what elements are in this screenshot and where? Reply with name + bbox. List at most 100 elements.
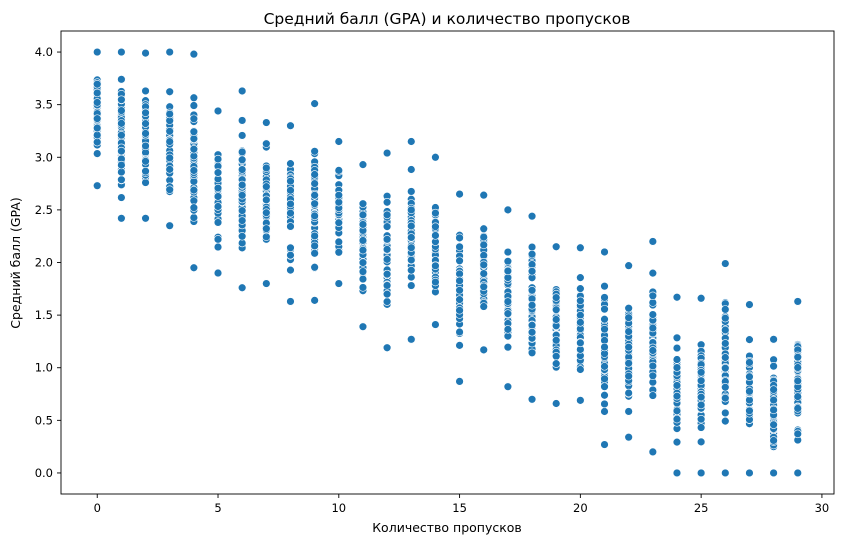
data-point bbox=[93, 149, 102, 158]
data-point bbox=[576, 338, 585, 348]
data-point bbox=[721, 339, 730, 348]
plot-frame bbox=[60, 30, 835, 495]
data-point bbox=[358, 160, 368, 169]
data-point bbox=[648, 291, 658, 300]
data-point bbox=[237, 116, 247, 125]
data-point bbox=[165, 109, 174, 119]
x-tick-label: 15 bbox=[452, 501, 467, 515]
data-point bbox=[527, 395, 537, 404]
y-tick-label: 0.0 bbox=[35, 466, 53, 480]
y-axis-label: Средний балл (GPA) bbox=[8, 197, 23, 328]
data-point bbox=[527, 286, 537, 295]
data-point bbox=[407, 187, 416, 196]
data-point bbox=[358, 220, 368, 229]
data-point bbox=[262, 118, 271, 127]
data-point bbox=[648, 323, 658, 333]
data-point bbox=[503, 343, 513, 352]
data-point bbox=[600, 342, 609, 352]
data-point bbox=[696, 468, 706, 478]
data-point bbox=[769, 405, 778, 415]
data-point bbox=[93, 80, 102, 89]
data-point bbox=[310, 170, 319, 179]
data-point bbox=[503, 325, 513, 334]
data-point bbox=[600, 391, 609, 400]
data-point bbox=[310, 147, 319, 156]
data-point bbox=[479, 302, 488, 311]
data-point bbox=[310, 249, 319, 258]
data-point bbox=[672, 363, 682, 372]
data-point bbox=[382, 343, 392, 352]
data-point bbox=[93, 130, 102, 140]
data-point bbox=[213, 192, 223, 201]
data-point bbox=[527, 301, 537, 310]
data-point bbox=[334, 190, 343, 200]
data-point bbox=[189, 127, 199, 136]
data-point bbox=[382, 245, 392, 254]
data-point bbox=[117, 119, 126, 128]
data-point bbox=[600, 325, 609, 334]
data-point bbox=[310, 211, 319, 221]
data-point bbox=[334, 137, 343, 146]
data-point bbox=[551, 352, 561, 361]
data-point bbox=[382, 269, 392, 279]
y-axis: 0.0 0.5 1.0 1.5 2.0 2.5 3.0 3.5 4.0 bbox=[35, 45, 61, 480]
data-point bbox=[745, 372, 754, 381]
data-point bbox=[527, 267, 537, 276]
data-point bbox=[721, 468, 730, 478]
data-point bbox=[672, 437, 682, 447]
data-point bbox=[503, 297, 513, 306]
data-point bbox=[600, 440, 609, 449]
data-point bbox=[358, 322, 368, 331]
data-point bbox=[262, 182, 271, 191]
data-point bbox=[141, 157, 150, 166]
data-point bbox=[527, 321, 537, 330]
data-point bbox=[407, 221, 416, 231]
data-point bbox=[407, 243, 416, 252]
data-point bbox=[407, 266, 416, 275]
data-point bbox=[93, 137, 102, 147]
data-point bbox=[189, 101, 199, 110]
data-point bbox=[334, 198, 343, 207]
data-point bbox=[793, 297, 802, 306]
data-point bbox=[479, 232, 488, 242]
data-point bbox=[479, 345, 488, 355]
data-point bbox=[310, 263, 319, 272]
data-point bbox=[624, 313, 633, 322]
data-point bbox=[407, 165, 416, 174]
data-point bbox=[624, 342, 633, 352]
data-point bbox=[600, 407, 609, 416]
data-point bbox=[117, 95, 126, 104]
data-point bbox=[600, 293, 609, 302]
data-point bbox=[262, 279, 271, 288]
data-point bbox=[721, 363, 730, 373]
data-point bbox=[189, 185, 199, 195]
data-point bbox=[721, 325, 730, 335]
data-point bbox=[576, 284, 585, 293]
data-point bbox=[745, 300, 754, 309]
data-point bbox=[527, 328, 537, 337]
data-point bbox=[310, 199, 319, 208]
data-point bbox=[696, 368, 706, 377]
data-point bbox=[696, 294, 706, 303]
data-point bbox=[672, 293, 682, 302]
data-point bbox=[358, 210, 368, 220]
data-point bbox=[262, 208, 271, 217]
data-point bbox=[286, 265, 295, 275]
data-point bbox=[576, 296, 585, 305]
data-point bbox=[551, 359, 561, 368]
data-point bbox=[769, 361, 778, 371]
data-point bbox=[648, 237, 658, 246]
data-point bbox=[213, 235, 223, 244]
data-point bbox=[237, 131, 247, 140]
data-point bbox=[793, 363, 802, 372]
data-point bbox=[286, 243, 295, 253]
data-point bbox=[237, 206, 247, 215]
data-point bbox=[286, 121, 295, 130]
data-point bbox=[624, 359, 633, 368]
data-point bbox=[769, 468, 778, 478]
data-point bbox=[189, 145, 199, 154]
y-tick-label: 3.5 bbox=[35, 98, 53, 112]
data-point bbox=[672, 406, 682, 416]
data-point bbox=[551, 242, 561, 251]
data-point bbox=[407, 233, 416, 242]
